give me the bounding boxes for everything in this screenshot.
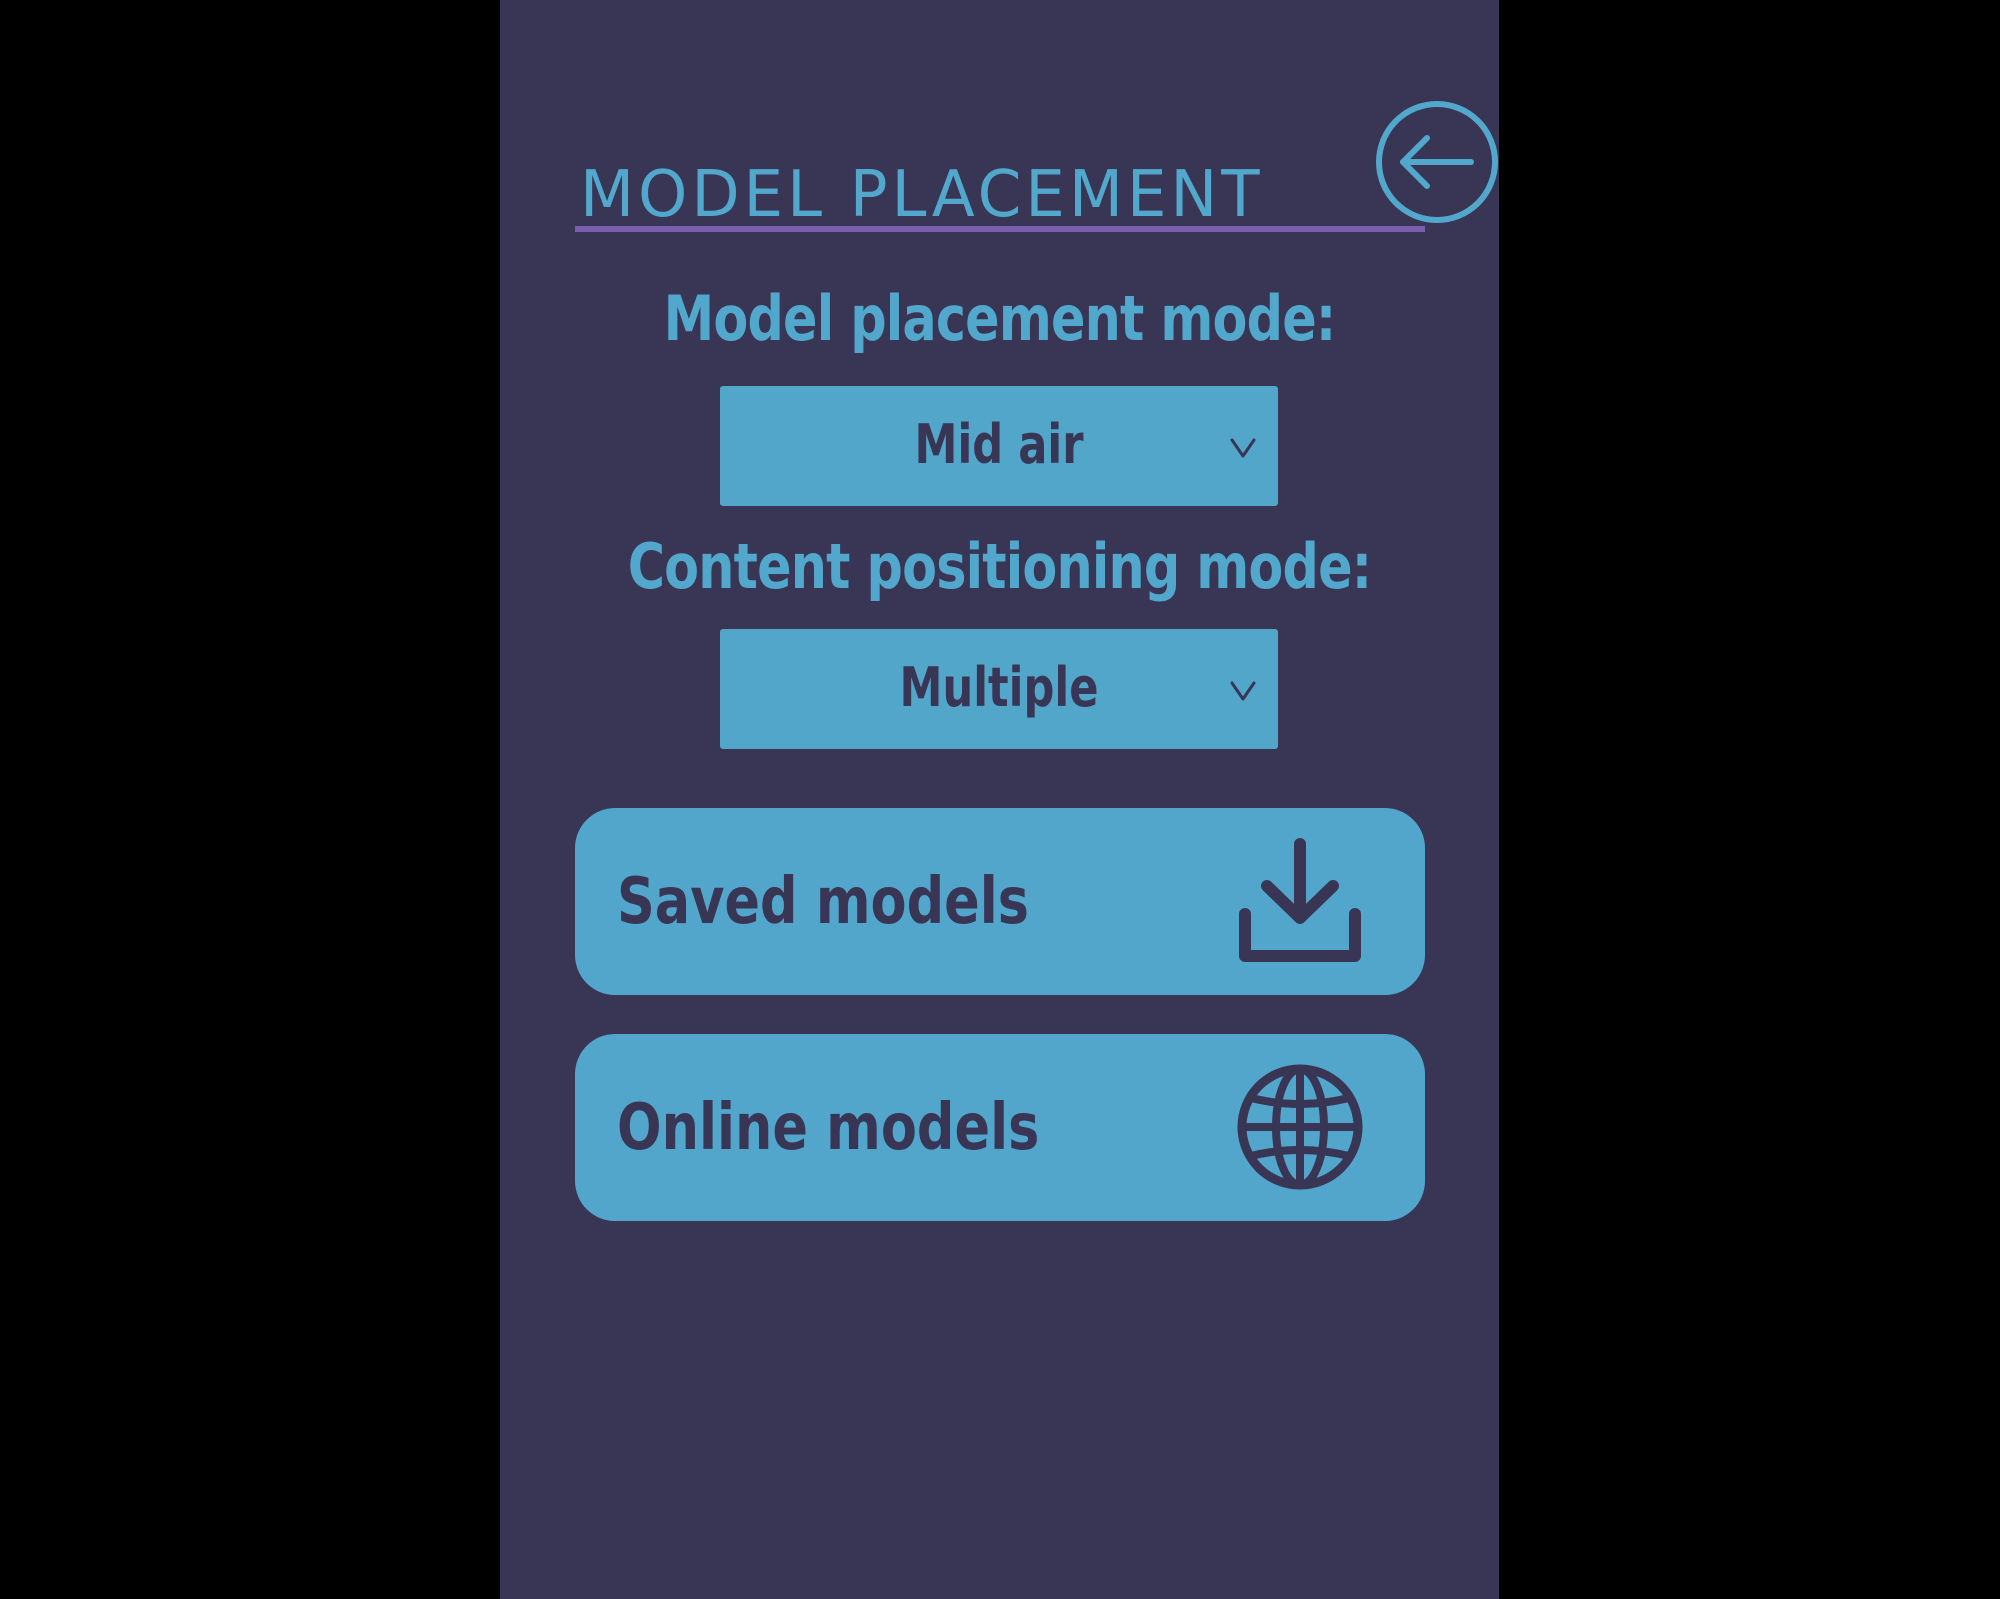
saved-models-label: Saved models	[617, 865, 1029, 939]
chevron-down-icon	[1230, 438, 1256, 458]
chevron-down-icon	[1230, 681, 1256, 701]
back-button[interactable]	[1375, 100, 1499, 224]
placement-mode-value: Mid air	[914, 413, 1084, 476]
placement-mode-label: Model placement mode:	[663, 282, 1337, 355]
online-models-label: Online models	[617, 1091, 1040, 1165]
positioning-mode-label: Content positioning mode:	[627, 530, 1372, 603]
page-title: MODEL PLACEMENT	[580, 158, 1264, 232]
positioning-mode-select[interactable]: Multiple	[720, 629, 1278, 749]
app-panel: MODEL PLACEMENT Model placement mode: Mi…	[500, 0, 1499, 1599]
arrow-left-circle-icon	[1376, 101, 1498, 223]
globe-icon	[1237, 1064, 1363, 1190]
saved-models-button[interactable]: Saved models	[575, 808, 1425, 995]
placement-mode-select[interactable]: Mid air	[720, 386, 1278, 506]
online-models-button[interactable]: Online models	[575, 1034, 1425, 1221]
download-icon	[1239, 838, 1361, 962]
title-underline	[575, 226, 1425, 232]
header: MODEL PLACEMENT	[575, 100, 1498, 233]
positioning-mode-value: Multiple	[899, 656, 1099, 719]
